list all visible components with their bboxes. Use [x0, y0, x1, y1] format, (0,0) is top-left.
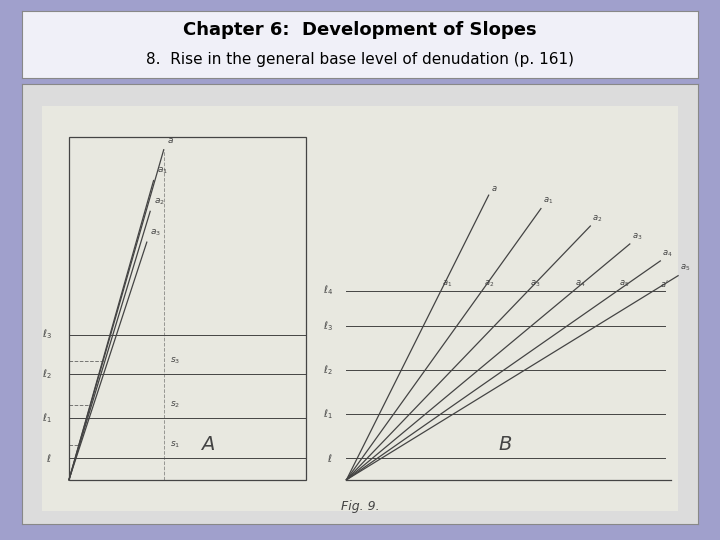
Text: $\ell_3$: $\ell_3$ — [323, 319, 333, 333]
Text: $a_4$: $a_4$ — [662, 248, 673, 259]
Text: $\ell_2$: $\ell_2$ — [323, 363, 333, 377]
Text: $\ell_2$: $\ell_2$ — [42, 367, 52, 381]
Text: 8.  Rise in the general base level of denudation (p. 161): 8. Rise in the general base level of den… — [146, 52, 574, 67]
Text: $a_1$: $a_1$ — [157, 166, 168, 176]
Text: $a_2$: $a_2$ — [593, 213, 603, 224]
Text: $a_3$: $a_3$ — [632, 231, 642, 242]
Text: $\ell_4$: $\ell_4$ — [323, 284, 333, 298]
Text: $a_4$: $a_4$ — [575, 279, 586, 289]
Text: $s_3$: $s_3$ — [171, 356, 181, 366]
Text: $\ell_3$: $\ell_3$ — [42, 328, 52, 341]
Text: $a_3$: $a_3$ — [150, 227, 161, 238]
Text: $a_3$: $a_3$ — [530, 279, 540, 289]
Text: B: B — [499, 435, 512, 454]
Text: $a$: $a$ — [167, 136, 174, 145]
Text: $\ell_1$: $\ell_1$ — [323, 407, 333, 421]
Text: $\ell_1$: $\ell_1$ — [42, 411, 52, 425]
Text: $s_2$: $s_2$ — [171, 400, 181, 410]
Text: $a$: $a$ — [491, 184, 498, 193]
FancyBboxPatch shape — [42, 106, 678, 511]
Text: $a_1$: $a_1$ — [543, 196, 553, 206]
Text: $\ell$: $\ell$ — [328, 452, 333, 464]
Text: $s_1$: $s_1$ — [171, 440, 181, 450]
Text: $\ell$: $\ell$ — [47, 452, 52, 464]
Text: $a_1$: $a_1$ — [442, 279, 453, 289]
Text: $a_2$: $a_2$ — [484, 279, 494, 289]
Text: $a_2$: $a_2$ — [153, 197, 164, 207]
Text: $a_5$: $a_5$ — [619, 279, 629, 289]
Text: $a_5$: $a_5$ — [680, 263, 690, 273]
Text: $a'$: $a'$ — [660, 278, 669, 289]
Text: A: A — [201, 435, 215, 454]
Text: Chapter 6:  Development of Slopes: Chapter 6: Development of Slopes — [183, 21, 537, 39]
Text: Fig. 9.: Fig. 9. — [341, 500, 379, 512]
